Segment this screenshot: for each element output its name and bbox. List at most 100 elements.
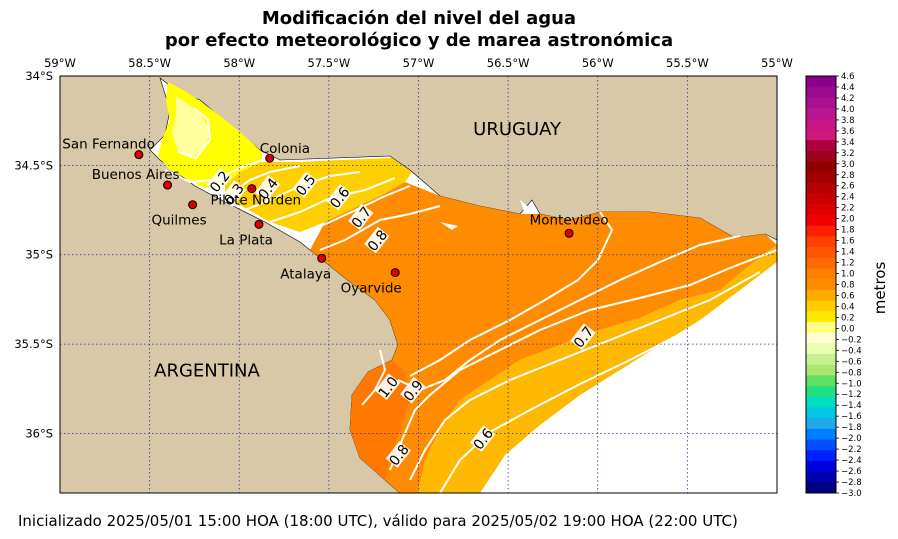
colorbar-swatch <box>806 161 836 173</box>
colorbar-tick-label: 0.4 <box>841 302 855 312</box>
level-band-1-0 <box>350 360 410 480</box>
colorbar-tick-label: −2.2 <box>841 445 862 455</box>
colorbar-tick-label: −2.0 <box>841 434 862 444</box>
level-band-0-8 <box>310 182 777 493</box>
location-marker-colonia <box>265 153 275 163</box>
graticule <box>60 76 777 493</box>
region-labels: URUGUAY ARGENTINA <box>154 119 562 381</box>
colorbar-swatch <box>806 354 836 366</box>
location-label-montevideo: Montevideo <box>530 212 609 228</box>
colorbar-swatch <box>806 108 836 120</box>
colorbar-swatch <box>806 150 836 163</box>
colorbar-swatch <box>806 439 836 451</box>
colorbar-tick-label: 1.4 <box>841 248 855 258</box>
colorbar-tick-label: −0.8 <box>841 368 862 378</box>
colorbar-swatch <box>806 118 836 130</box>
colorbar-swatch <box>806 300 836 312</box>
location-marker-pilote-norden <box>247 184 257 194</box>
level-band-0-4 <box>225 158 412 232</box>
location-marker-atalaya <box>317 253 327 263</box>
longitude-tick-label: 56°W <box>582 56 614 70</box>
colorbar-swatch <box>806 204 836 216</box>
colorbar-tick-label: 4.6 <box>841 72 855 82</box>
colorbar-tick-label: −1.2 <box>841 390 862 400</box>
location-label-pilote-norden: Pilote Norden <box>210 193 301 209</box>
colorbar-swatch <box>806 321 836 334</box>
island <box>440 222 458 230</box>
colorbar-swatch <box>806 140 836 152</box>
colorbar-tick-label: 1.0 <box>841 270 855 280</box>
longitude-tick-label: 58°W <box>223 56 255 70</box>
latitude-tick-label: 36°S <box>25 426 53 440</box>
colorbar-swatch <box>806 97 836 109</box>
contour-line <box>319 205 441 251</box>
region-label-argentina: ARGENTINA <box>154 360 260 381</box>
colorbar-tick-label: 3.6 <box>841 127 855 137</box>
colorbar-swatch <box>806 76 836 88</box>
colorbar-tick-label: 1.6 <box>841 237 855 247</box>
colorbar-swatch <box>806 364 836 376</box>
longitude-tick-label: 55.5°W <box>666 56 709 70</box>
plot-frame <box>59 75 778 494</box>
colorbar-swatch <box>806 332 836 344</box>
contour-line <box>361 349 387 406</box>
colorbar-tick-label: 4.0 <box>841 105 855 115</box>
longitude-tick-label: 56.5°W <box>487 56 530 70</box>
colorbar-tick-label: −1.6 <box>841 412 862 422</box>
colorbar-tick-label: 2.8 <box>841 171 855 181</box>
colorbar-swatch <box>806 279 836 291</box>
longitude-tick-label: 57.5°W <box>308 56 351 70</box>
colorbar-tick-label: −2.4 <box>841 456 862 466</box>
colorbar-swatch <box>806 215 836 227</box>
location-label-quilmes: Quilmes <box>151 213 206 229</box>
colorbar-swatch <box>806 386 836 398</box>
colorbar-swatch <box>806 450 836 462</box>
location-marker-la-plata <box>254 219 264 229</box>
colorbar-tick-label: 0.8 <box>841 281 855 291</box>
colorbar-tick-label: −1.4 <box>841 401 862 411</box>
colorbar-tick-label: 3.0 <box>841 160 855 170</box>
longitude-tick-label: 58.5°W <box>128 56 171 70</box>
location-label-oyarvide: Oyarvide <box>341 281 402 297</box>
colorbar-tick-label: 0.6 <box>841 291 855 301</box>
colorbar-swatch <box>806 407 836 419</box>
validity-footer: Inicializado 2025/05/01 15:00 HOA (18:00… <box>18 512 738 530</box>
location-label-atalaya: Atalaya <box>280 266 331 282</box>
colorbar-swatch <box>806 182 836 195</box>
contour-line <box>439 281 777 493</box>
colorbar-tick-label: 2.0 <box>841 215 855 225</box>
longitude-tick-label: 59°W <box>44 56 76 70</box>
colorbar-swatch <box>806 172 836 184</box>
colorbar-tick-label: 2.6 <box>841 182 855 192</box>
colorbar-tick-label: −0.2 <box>841 335 862 345</box>
colorbar-tick-label: 2.4 <box>841 193 855 203</box>
locations: San Fernando Buenos Aires Quilmes Colonia Pi… <box>62 137 608 297</box>
colorbar-tick-label: 0.0 <box>841 324 855 334</box>
longitude-tick-label: 57°W <box>403 56 435 70</box>
colorbar-label: metros <box>871 262 889 315</box>
colorbar-swatch <box>806 129 836 141</box>
region-label-uruguay: URUGUAY <box>473 119 562 140</box>
location-marker-buenos-aires <box>163 180 173 190</box>
colorbar-tick-label: 2.2 <box>841 204 855 214</box>
island <box>520 200 532 214</box>
colorbar-tick-label: 1.8 <box>841 226 855 236</box>
location-marker-montevideo <box>564 228 574 238</box>
colorbar: 4.64.44.24.03.83.63.43.23.02.82.62.42.22… <box>805 72 862 499</box>
contour-line <box>409 211 614 377</box>
title-line-1: Modificación del nivel del agua <box>261 8 577 29</box>
colorbar-tick-label: −0.4 <box>841 346 862 356</box>
colorbar-tick-label: −1.8 <box>841 423 862 433</box>
colorbar-tick-label: 3.8 <box>841 116 855 126</box>
latitude-tick-label: 35.5°S <box>14 337 53 351</box>
colorbar-tick-label: 3.2 <box>841 149 855 159</box>
colorbar-tick-label: 1.2 <box>841 259 855 269</box>
location-marker-oyarvide <box>390 268 400 278</box>
colorbar-swatch <box>806 418 836 430</box>
colorbar-swatch <box>806 343 836 355</box>
colorbar-tick-label: −0.6 <box>841 357 862 367</box>
longitude-tick-label: 55°W <box>761 56 793 70</box>
latitude-tick-label: 34.5°S <box>14 158 53 172</box>
longitude-axis: 59°W 58.5°W 58°W 57.5°W 57°W 56.5°W 56°W 55.5°W… <box>44 56 793 70</box>
